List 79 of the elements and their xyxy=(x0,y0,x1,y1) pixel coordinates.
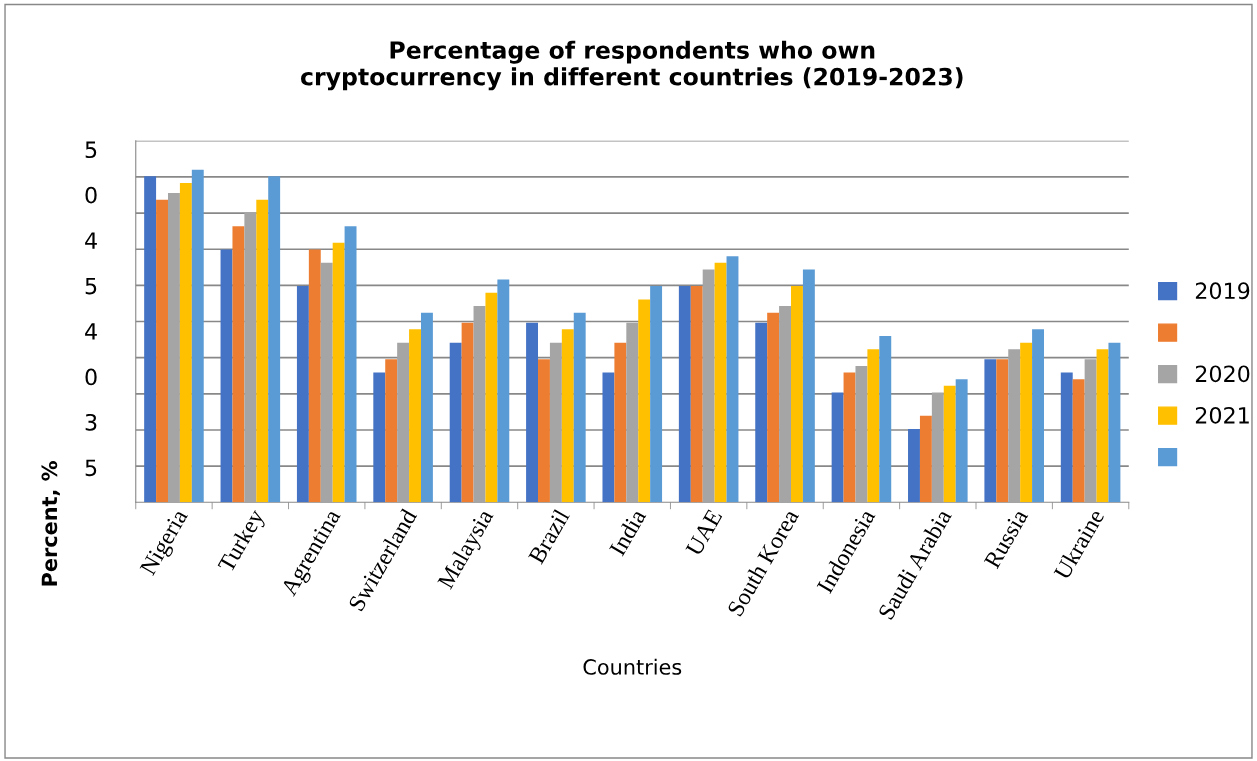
bar xyxy=(179,183,192,503)
bar xyxy=(244,212,257,503)
text: 5 xyxy=(85,141,97,159)
bar xyxy=(943,385,956,503)
text: 0 xyxy=(85,368,97,386)
bar xyxy=(726,256,739,503)
bar xyxy=(1096,349,1109,503)
bar xyxy=(1108,342,1121,503)
chart-title: Percentage of respondents who own cryptocurrency in different countries (2019-2023) xyxy=(301,40,963,91)
bar xyxy=(449,342,462,503)
bar xyxy=(638,299,651,503)
bar xyxy=(1060,372,1073,503)
bar xyxy=(191,169,204,503)
bar xyxy=(561,329,574,503)
bar xyxy=(626,322,639,503)
text: 5 xyxy=(85,459,97,477)
bar xyxy=(984,359,997,503)
bar xyxy=(879,335,892,503)
legend-label: 2020 xyxy=(1195,365,1250,383)
x-axis-title: Countries xyxy=(583,658,682,675)
bar xyxy=(573,312,586,503)
bar xyxy=(650,286,663,503)
bar xyxy=(908,429,920,503)
text: 4 xyxy=(85,232,97,249)
bar xyxy=(461,322,474,503)
bar xyxy=(614,342,627,503)
bar xyxy=(485,292,498,503)
bar xyxy=(779,306,791,503)
bar xyxy=(256,199,269,503)
bar xyxy=(843,372,856,503)
text: 3 xyxy=(85,413,97,431)
bar xyxy=(1084,359,1097,503)
bar xyxy=(955,379,968,503)
bar xyxy=(409,329,421,503)
bar xyxy=(714,262,727,503)
bar xyxy=(538,359,550,503)
bar xyxy=(268,176,281,503)
bar xyxy=(931,392,944,503)
bar xyxy=(497,279,510,503)
bar xyxy=(144,176,157,503)
bar xyxy=(802,269,815,503)
bar xyxy=(678,286,691,503)
bar xyxy=(1020,342,1033,503)
bar xyxy=(755,322,768,503)
bar xyxy=(156,199,168,503)
bar xyxy=(996,359,1009,503)
bar xyxy=(1032,329,1044,503)
bar xyxy=(855,365,868,503)
bar xyxy=(791,286,803,503)
legend-label: 2021 xyxy=(1195,406,1249,424)
text: 4 xyxy=(85,323,97,340)
legend-label: 2019 xyxy=(1195,282,1250,300)
bar xyxy=(167,192,180,503)
bar xyxy=(385,359,398,503)
bar xyxy=(767,312,780,503)
bar xyxy=(308,249,321,503)
bar xyxy=(919,415,932,503)
bar xyxy=(397,342,410,503)
bar xyxy=(320,262,333,503)
bar xyxy=(831,392,844,503)
bar xyxy=(526,322,539,503)
bar xyxy=(690,286,703,503)
y-axis-title: Percent, % xyxy=(41,461,60,586)
bar xyxy=(473,306,486,503)
bar xyxy=(420,312,433,503)
text: 5 xyxy=(85,277,97,295)
bar xyxy=(602,372,615,503)
bar xyxy=(344,226,357,503)
bar xyxy=(867,349,880,503)
bar xyxy=(1072,379,1085,503)
bar xyxy=(220,249,233,503)
text: 0 xyxy=(85,186,97,204)
bar xyxy=(373,372,386,503)
bar xyxy=(332,242,345,503)
bar xyxy=(296,286,309,503)
bar xyxy=(1008,349,1021,503)
bar xyxy=(549,342,562,503)
bar xyxy=(702,269,715,503)
bar xyxy=(232,226,245,503)
